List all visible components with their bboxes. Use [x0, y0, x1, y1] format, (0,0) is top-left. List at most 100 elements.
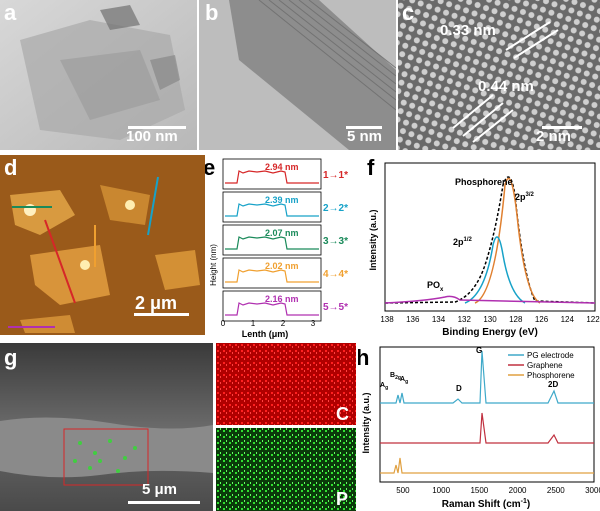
- xps-peak-32: [474, 177, 541, 304]
- raman-graphene: [380, 412, 594, 444]
- e-ylabel: Height (nm): [209, 244, 218, 286]
- panel-c: c 0.33 nm 0.44 nm 2 nm: [398, 0, 600, 150]
- xps-chart: Phosphorene 2p3/2 2p1/2 POx Intensity (a…: [368, 162, 600, 338]
- f-xtick: 128: [509, 315, 523, 324]
- panel-d: d 2 μm: [0, 155, 205, 335]
- h-xtick: 1500: [470, 486, 488, 495]
- spacing-label-1: 0.33 nm: [440, 22, 496, 39]
- h-peak-b2g: B2g: [390, 372, 401, 381]
- h-xtick: 1000: [432, 486, 450, 495]
- scale-label-c: 2 nm: [536, 128, 572, 145]
- e-xtick-0: 0: [221, 319, 226, 328]
- h-xtick: 2000: [509, 486, 527, 495]
- f-xtick: 122: [586, 315, 600, 324]
- scale-bar-c: [542, 126, 582, 129]
- f-xtick: 126: [535, 315, 549, 324]
- h-ylabel: Intensity (a.u.): [361, 392, 371, 453]
- tem-image-a: [0, 0, 197, 150]
- profile-pair: 1→1*: [323, 170, 348, 181]
- panel-g: g 5 μm: [0, 343, 213, 511]
- panel-b: b 5 nm: [199, 0, 396, 150]
- spacing-label-2: 0.44 nm: [478, 78, 534, 95]
- lattice-image-c: [398, 0, 600, 150]
- f-xtick: 132: [458, 315, 472, 324]
- h-peak-a2g: Ag: [400, 376, 408, 385]
- f-ylabel: Intensity (a.u.): [368, 209, 378, 270]
- eds-map-carbon: C: [216, 343, 356, 425]
- panel-label-e: e: [205, 155, 216, 180]
- f-xtick: 138: [380, 315, 394, 324]
- map-label-c: C: [336, 404, 349, 424]
- eds-map-phosphorus: P: [216, 428, 356, 511]
- f-xtick: 134: [432, 315, 446, 324]
- profile-pair: 4→4*: [323, 269, 348, 280]
- panel-h: PG electrode Graphene Phosphorene G D 2D…: [358, 343, 600, 511]
- f-peak-32: 2p3/2: [515, 192, 535, 202]
- xps-envelope: [384, 176, 596, 304]
- profile-value: 2.16 nm: [265, 294, 299, 304]
- profile-pair: 2→2*: [323, 203, 348, 214]
- profile-value: 2.39 nm: [265, 195, 299, 205]
- f-title: Phosphorene: [455, 177, 513, 187]
- h-peak-d: D: [456, 384, 462, 393]
- raman-chart: PG electrode Graphene Phosphorene G D 2D…: [361, 346, 600, 510]
- profile-trace: [225, 236, 319, 250]
- e-xlabel: Lenth (μm): [242, 329, 289, 339]
- panel-f: Phosphorene 2p3/2 2p1/2 POx Intensity (a…: [365, 155, 600, 340]
- scale-bar-g: [128, 501, 200, 504]
- profile-box: [222, 257, 322, 289]
- profile-pair: 3→3*: [323, 236, 348, 247]
- profile-box: [222, 191, 322, 223]
- h-peak-a1g: Ag: [380, 382, 388, 391]
- e-xtick-3: 3: [311, 319, 316, 328]
- f-pox: POx: [427, 280, 444, 293]
- profile-trace: [225, 302, 319, 316]
- hrtem-image-b: [199, 0, 396, 150]
- h-xtick: 2500: [547, 486, 565, 495]
- f-xlabel: Binding Energy (eV): [442, 327, 538, 338]
- scale-label-b: 5 nm: [347, 128, 383, 145]
- f-peak-12: 2p1/2: [453, 237, 473, 247]
- f-xtick: 124: [561, 315, 575, 324]
- e-xtick-2: 2: [281, 319, 286, 328]
- profile-trace: [225, 170, 319, 184]
- profile-trace: [225, 203, 319, 217]
- f-xtick: 136: [406, 315, 420, 324]
- scale-label-d: 2 μm: [135, 293, 178, 313]
- profile-value: 2.02 nm: [265, 261, 299, 271]
- raman-phosphorene: [380, 457, 594, 474]
- profile-trace: [225, 269, 319, 283]
- afm-image-d: [0, 155, 205, 335]
- scale-label-a: 100 nm: [126, 128, 178, 145]
- scale-bar-b: [346, 126, 382, 129]
- panel-label-c: c: [402, 0, 415, 25]
- scale-bar-d: [134, 313, 189, 316]
- scale-label-g: 5 μm: [142, 481, 178, 498]
- xps-pox: [384, 295, 596, 304]
- h-peak-2d: 2D: [548, 380, 558, 389]
- h-xlabel: Raman Shift (cm-1): [442, 498, 530, 510]
- panel-label-a: a: [4, 0, 17, 25]
- h-legend-graphene: Graphene: [527, 361, 563, 370]
- panel-label-b: b: [205, 0, 219, 25]
- panel-e: 2.94 nm 1→1* 2.39 nm 2→2* 2.07 nm 3→3* 2.02 nm…: [205, 155, 365, 340]
- profile-value: 2.94 nm: [265, 162, 299, 172]
- raman-pg: [380, 350, 594, 404]
- panel-a: a 100 nm: [0, 0, 197, 150]
- scale-bar-a: [128, 126, 186, 129]
- height-profile-chart: 2.94 nm 1→1* 2.39 nm 2→2* 2.07 nm 3→3* 2.02 nm…: [209, 158, 348, 339]
- panel-label-d: d: [4, 155, 18, 180]
- e-xtick-1: 1: [251, 319, 256, 328]
- profile-pair: 5→5*: [323, 302, 348, 313]
- h-xtick: 3000: [585, 486, 600, 495]
- h-legend-pg: PG electrode: [527, 351, 574, 360]
- xps-peak-12: [464, 236, 526, 304]
- h-xtick: 500: [396, 486, 410, 495]
- h-legend-phosphorene: Phosphorene: [527, 371, 575, 380]
- sem-image-g: [0, 343, 213, 511]
- f-xtick: 130: [483, 315, 497, 324]
- profile-value: 2.07 nm: [265, 228, 299, 238]
- panel-label-g: g: [4, 345, 18, 370]
- h-peak-g: G: [476, 346, 482, 355]
- map-label-p: P: [336, 489, 349, 509]
